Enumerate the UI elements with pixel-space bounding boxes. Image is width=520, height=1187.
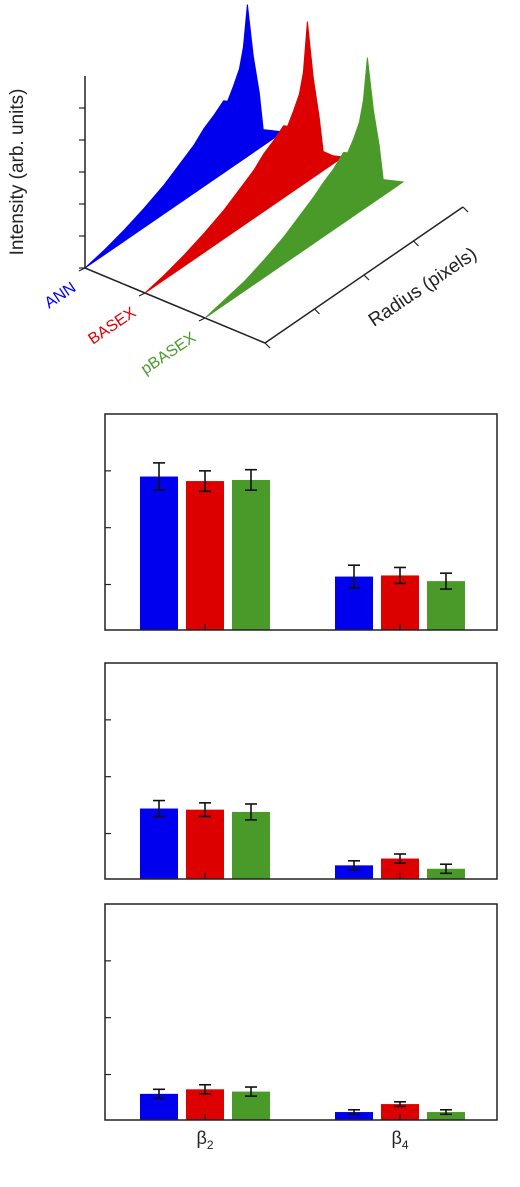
waterfall-depth-axis bbox=[84, 267, 266, 344]
bar bbox=[186, 809, 224, 879]
xtick-label-beta4: β4 bbox=[391, 1128, 408, 1152]
waterfall-depth-tick bbox=[78, 267, 86, 272]
bar bbox=[140, 808, 178, 879]
bar bbox=[427, 1112, 465, 1120]
bar bbox=[232, 479, 270, 630]
waterfall-chart: Intensity (arb. units) Radius (pixels) A… bbox=[7, 4, 481, 378]
bar-panel-3 bbox=[104, 903, 498, 1121]
waterfall-xtick-mark bbox=[462, 206, 469, 213]
waterfall-depth-tick bbox=[198, 317, 206, 322]
panel-frame bbox=[104, 413, 498, 631]
waterfall-series-basex bbox=[144, 21, 345, 294]
waterfall-depth-label-pbasex: pBASEX bbox=[138, 329, 199, 378]
waterfall-depth-label-ann: ANN bbox=[42, 279, 80, 312]
waterfall-series-ann bbox=[84, 4, 285, 269]
bar bbox=[381, 858, 419, 879]
bar bbox=[232, 811, 270, 879]
bar bbox=[381, 1104, 419, 1120]
bar-panels: β2 β4 bbox=[104, 413, 498, 1152]
bar-panel-2 bbox=[104, 662, 498, 880]
bar bbox=[335, 1112, 373, 1120]
bar bbox=[186, 481, 224, 630]
panel-frame bbox=[104, 903, 498, 1121]
xtick-label-beta2: β2 bbox=[196, 1128, 213, 1152]
waterfall-depth-label-basex: BASEX bbox=[85, 304, 139, 348]
panel-frame bbox=[104, 662, 498, 880]
waterfall-ylabel: Intensity (arb. units) bbox=[7, 89, 28, 256]
waterfall-xlabel: Radius (pixels) bbox=[365, 244, 481, 332]
bar-panel-1 bbox=[104, 413, 498, 631]
bar bbox=[335, 865, 373, 879]
waterfall-xtick-mark bbox=[363, 274, 370, 281]
bar bbox=[140, 476, 178, 630]
bar bbox=[381, 575, 419, 630]
waterfall-series-pbasex bbox=[204, 57, 405, 319]
waterfall-xtick-mark bbox=[264, 342, 271, 349]
waterfall-depth-tick bbox=[138, 292, 146, 297]
waterfall-xtick-mark bbox=[314, 308, 320, 315]
waterfall-xtick-mark bbox=[413, 240, 419, 247]
